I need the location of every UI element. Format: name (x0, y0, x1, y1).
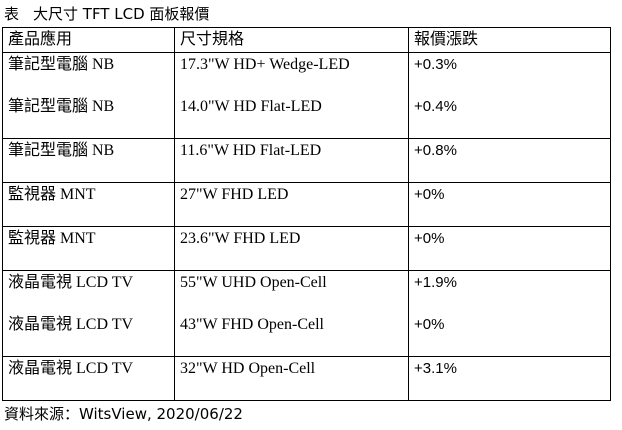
header-change: 報價漲跌 (408, 27, 611, 53)
spec-text: 17.3"W HD+ Wedge-LED (180, 56, 350, 73)
application-text: 液晶電視 LCD TV (8, 274, 134, 291)
change-text: +0.8% (414, 142, 457, 159)
caption-title: 大尺寸 TFT LCD 面板報價 (33, 5, 210, 23)
application-cell: 筆記型電腦 NB (2, 138, 175, 183)
spec-cell: 27"W FHD LED (174, 182, 409, 227)
application-cell: 液晶電視 LCD TV (2, 356, 175, 401)
application-cell: 筆記型電腦 NB 筆記型電腦 NB (2, 52, 175, 139)
change-cell: +0% (408, 182, 611, 227)
table-row: 筆記型電腦 NB 筆記型電腦 NB 17.3"W HD+ Wedge-LED 1… (2, 52, 611, 139)
change-text: +0.4% (414, 98, 457, 115)
spec-text: 55"W UHD Open-Cell (180, 274, 327, 291)
change-cell: +0% (408, 226, 611, 271)
spec-cell: 11.6"W HD Flat-LED (174, 138, 409, 183)
change-text: +1.9% (414, 274, 457, 291)
change-text: +0.3% (414, 56, 457, 73)
price-table: 產品應用 尺寸規格 報價漲跌 筆記型電腦 NB 筆記型電腦 NB 17.3"W … (2, 27, 611, 401)
change-cell: +0.8% (408, 138, 611, 183)
application-cell: 液晶電視 LCD TV 液晶電視 LCD TV (2, 270, 175, 357)
change-cell: +1.9% +0% (408, 270, 611, 357)
spec-text: 14.0"W HD Flat-LED (180, 98, 322, 115)
application-text: 監視器 MNT (8, 186, 96, 203)
application-cell: 監視器 MNT (2, 226, 175, 271)
table-row: 筆記型電腦 NB 11.6"W HD Flat-LED +0.8% (2, 138, 611, 183)
header-spec: 尺寸規格 (174, 27, 409, 53)
spec-cell: 17.3"W HD+ Wedge-LED 14.0"W HD Flat-LED (174, 52, 409, 139)
change-text: +0% (414, 186, 445, 203)
spec-cell: 55"W UHD Open-Cell 43"W FHD Open-Cell (174, 270, 409, 357)
application-text: 監視器 MNT (8, 230, 96, 247)
table-row: 監視器 MNT 27"W FHD LED +0% (2, 182, 611, 227)
source-note: 資料來源：WitsView, 2020/06/22 (4, 405, 243, 423)
header-row: 產品應用 尺寸規格 報價漲跌 (2, 27, 611, 53)
application-text: 筆記型電腦 NB (8, 98, 115, 115)
change-text: +0% (414, 230, 445, 247)
table-row: 監視器 MNT 23.6"W FHD LED +0% (2, 226, 611, 271)
application-cell: 監視器 MNT (2, 182, 175, 227)
table-row: 液晶電視 LCD TV 液晶電視 LCD TV 55"W UHD Open-Ce… (2, 270, 611, 357)
spec-text: 27"W FHD LED (180, 186, 289, 203)
table-caption: 表大尺寸 TFT LCD 面板報價 (4, 2, 209, 26)
application-text: 液晶電視 LCD TV (8, 316, 134, 333)
change-text: +0% (414, 316, 445, 333)
change-text: +3.1% (414, 360, 457, 377)
spec-cell: 32"W HD Open-Cell (174, 356, 409, 401)
application-text: 筆記型電腦 NB (8, 56, 115, 73)
spec-cell: 23.6"W FHD LED (174, 226, 409, 271)
header-application: 產品應用 (2, 27, 175, 53)
table-row: 液晶電視 LCD TV 32"W HD Open-Cell +3.1% (2, 356, 611, 401)
spec-text: 11.6"W HD Flat-LED (180, 142, 322, 159)
application-text: 筆記型電腦 NB (8, 142, 115, 159)
caption-label: 表 (4, 5, 20, 23)
change-cell: +3.1% (408, 356, 611, 401)
change-cell: +0.3% +0.4% (408, 52, 611, 139)
spec-text: 43"W FHD Open-Cell (180, 316, 324, 333)
spec-text: 23.6"W FHD LED (180, 230, 301, 247)
spec-text: 32"W HD Open-Cell (180, 360, 316, 377)
application-text: 液晶電視 LCD TV (8, 360, 134, 377)
